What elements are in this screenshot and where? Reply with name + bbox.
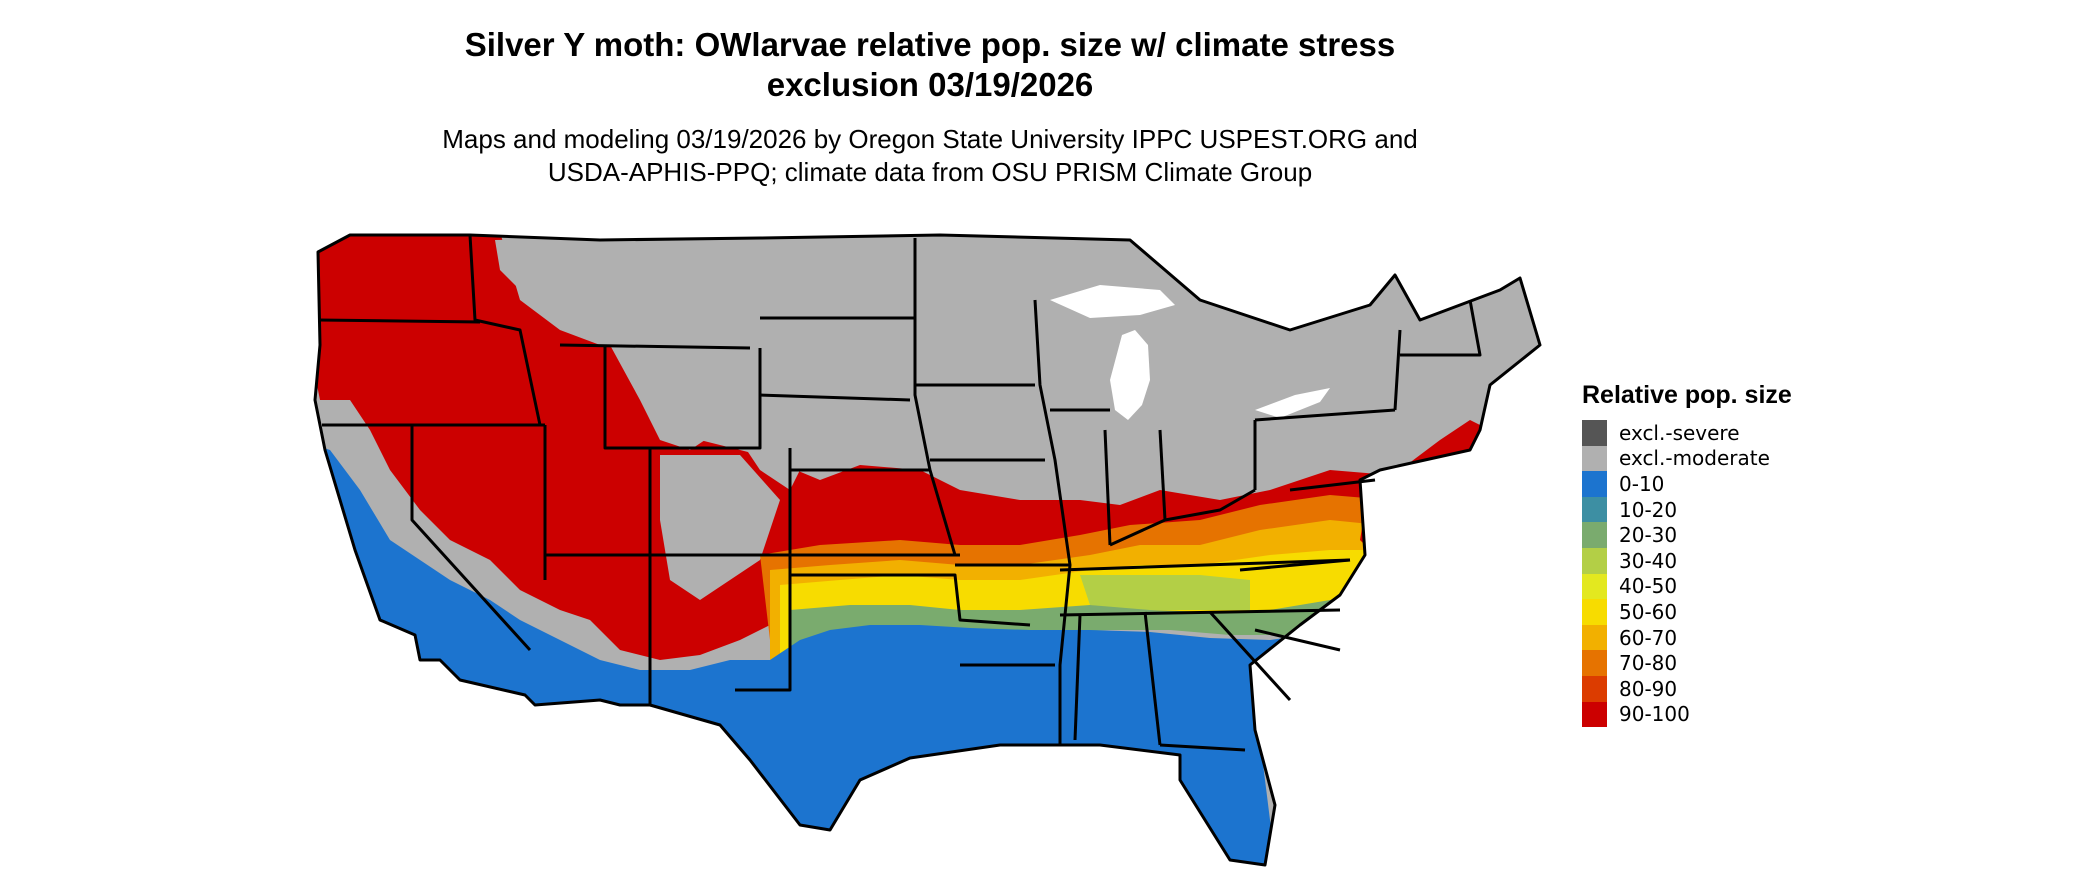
border-al-ga bbox=[1143, 611, 1162, 746]
border-ga-fl bbox=[1159, 743, 1246, 752]
legend-label: excl.-moderate bbox=[1619, 446, 1770, 471]
lake-michigan bbox=[1110, 330, 1150, 420]
border-wa-or bbox=[317, 318, 481, 324]
border-pa-ny bbox=[1254, 408, 1396, 422]
legend-item: 70-80 bbox=[1582, 650, 1792, 676]
legend-swatch bbox=[1582, 522, 1607, 548]
legend-label: 60-70 bbox=[1619, 625, 1678, 650]
legend-item: 0-10 bbox=[1582, 471, 1792, 497]
lake-superior bbox=[1050, 285, 1175, 318]
border-new-england bbox=[1400, 299, 1482, 357]
state-borders bbox=[313, 233, 1542, 867]
legend-item: 40-50 bbox=[1582, 573, 1792, 600]
border-md-va bbox=[1289, 478, 1376, 492]
legend-item: 60-70 bbox=[1582, 624, 1792, 651]
border-ohio-river bbox=[1109, 488, 1256, 547]
border-plains-east bbox=[913, 238, 957, 556]
legend-item: 10-20 bbox=[1582, 496, 1792, 523]
map-subtitle-line-2: USDA-APHIS-PPQ; climate data from OSU PR… bbox=[547, 157, 1313, 187]
legend-item: excl.-moderate bbox=[1582, 445, 1792, 472]
legend-label: 50-60 bbox=[1619, 599, 1678, 624]
legend-swatch bbox=[1582, 420, 1607, 446]
legend-swatch bbox=[1582, 624, 1607, 651]
map-land bbox=[315, 235, 1540, 865]
border-nm-tx bbox=[735, 555, 792, 692]
legend-item: 80-90 bbox=[1582, 675, 1792, 702]
zone-20-30-band bbox=[790, 575, 1440, 680]
map-subtitle-line-1: Maps and modeling 03/19/2026 by Oregon S… bbox=[442, 124, 1418, 154]
legend-item: excl.-severe bbox=[1582, 420, 1792, 446]
lake-erie bbox=[1255, 388, 1330, 418]
legend-swatch bbox=[1582, 650, 1607, 676]
legend-label: 30-40 bbox=[1619, 548, 1678, 573]
border-ok-tx bbox=[790, 573, 1031, 627]
border-ms-al bbox=[1073, 614, 1082, 741]
border-mississippi bbox=[1033, 299, 1072, 745]
zone-excl-mountain-1 bbox=[495, 238, 660, 330]
legend-label: excl.-severe bbox=[1619, 420, 1740, 445]
legend-label: 70-80 bbox=[1619, 651, 1678, 676]
legend-swatch bbox=[1582, 471, 1607, 497]
legend-item: 90-100 bbox=[1582, 701, 1792, 728]
zone-30-40-band bbox=[1080, 575, 1250, 610]
map-title-line-2: exclusion 03/19/2026 bbox=[766, 66, 1094, 103]
legend-title: Relative pop. size bbox=[1582, 381, 1792, 409]
border-ga-sc bbox=[1208, 610, 1292, 702]
legend-label: 10-20 bbox=[1619, 497, 1678, 522]
legend-item: 30-40 bbox=[1582, 547, 1792, 574]
border-tn-south bbox=[1059, 608, 1341, 617]
border-ky-tn bbox=[1059, 558, 1351, 572]
zone-excl-mountain-2 bbox=[610, 345, 740, 450]
border-ny-ne bbox=[1393, 329, 1402, 411]
legend-swatch bbox=[1582, 445, 1607, 472]
legend-swatch bbox=[1582, 573, 1607, 600]
map-title-line-1: Silver Y moth: OWlarvae relative pop. si… bbox=[464, 26, 1396, 63]
legend-label: 0-10 bbox=[1619, 471, 1665, 496]
legend-label: 80-90 bbox=[1619, 676, 1678, 701]
border-nv-ca bbox=[410, 425, 532, 652]
us-outline bbox=[313, 233, 1542, 867]
border-mt-south bbox=[559, 343, 751, 350]
zone-excl-mountain-3 bbox=[660, 455, 780, 600]
legend-swatch bbox=[1582, 547, 1607, 574]
legend-label: 20-30 bbox=[1619, 523, 1678, 548]
legend-swatch bbox=[1582, 675, 1607, 702]
border-in-oh bbox=[1158, 429, 1167, 521]
legend-item: 50-60 bbox=[1582, 599, 1792, 625]
border-co bbox=[648, 448, 792, 557]
legend-label: 40-50 bbox=[1619, 574, 1678, 599]
zone-excl-mountain-4 bbox=[740, 440, 800, 490]
legend-swatch bbox=[1582, 701, 1607, 728]
border-il-in bbox=[1103, 429, 1112, 546]
border-sd-ne bbox=[759, 393, 911, 402]
legend-swatch bbox=[1582, 496, 1607, 523]
legend-label: 90-100 bbox=[1619, 702, 1690, 727]
legend-item: 20-30 bbox=[1582, 522, 1792, 548]
legend-swatch bbox=[1582, 599, 1607, 625]
border-va-nc bbox=[1239, 558, 1351, 572]
map-legend: Relative pop. size excl.-severe excl.-mod… bbox=[1582, 380, 1792, 728]
border-wy bbox=[603, 345, 762, 450]
legend-items: excl.-severe excl.-moderate 0-10 10-20 20-30… bbox=[1582, 420, 1792, 728]
border-id-east bbox=[468, 234, 542, 426]
border-nc-sc bbox=[1254, 628, 1341, 652]
